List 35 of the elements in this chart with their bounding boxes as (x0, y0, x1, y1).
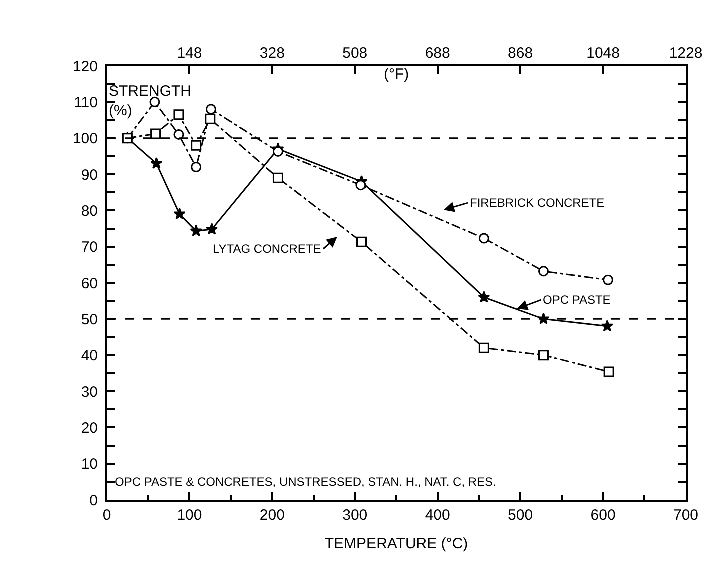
x-tick-label: 500 (508, 507, 534, 524)
x-tick-label: 600 (590, 507, 616, 524)
annotation: FIREBRICK CONCRETE (470, 196, 605, 210)
x-tick-label: 200 (260, 507, 285, 524)
x2-tick-label: 1048 (586, 45, 620, 62)
y-tick-label: 110 (74, 94, 98, 112)
x2-tick-label: 868 (508, 45, 534, 62)
y-tick-label: 30 (81, 384, 98, 401)
x2-axis-title: (°F) (384, 66, 410, 83)
y-tick-label: 80 (81, 202, 98, 220)
y-tick-label: 120 (72, 58, 98, 76)
x-tick-label: 0 (102, 507, 112, 524)
x-tick-label: 300 (342, 507, 368, 524)
y-axis-title: STRENGTH (%) (109, 83, 192, 120)
y-tick-label: 20 (81, 420, 98, 437)
y-tick-label: 40 (81, 348, 98, 365)
x2-tick-label: 688 (425, 45, 450, 62)
x2-tick-label: 1228 (669, 45, 703, 62)
y-tick-label: 0 (90, 492, 98, 510)
x2-tick-label: 508 (342, 45, 368, 62)
y-tick-label: 90 (81, 166, 98, 184)
annotation: OPC PASTE & CONCRETES, UNSTRESSED, STAN. H., NAT. C, RES. (115, 475, 496, 489)
x-tick-label: 700 (673, 507, 699, 524)
y-tick-label: 70 (81, 239, 98, 256)
annotation: LYTAG CONCRETE (213, 242, 322, 256)
x-tick-label: 100 (177, 507, 202, 524)
y-tick-label: 10 (81, 456, 98, 474)
annotation: OPC PASTE (543, 293, 611, 307)
y-tick-label: 50 (81, 311, 98, 328)
x2-tick-label: 148 (177, 45, 202, 62)
x2-tick-label: 328 (260, 45, 285, 62)
x-axis-title: TEMPERATURE (°C) (324, 536, 468, 552)
x-tick-label: 400 (425, 507, 450, 524)
y-tick-label: 60 (81, 275, 98, 292)
y-tick-label: 100 (72, 130, 98, 148)
